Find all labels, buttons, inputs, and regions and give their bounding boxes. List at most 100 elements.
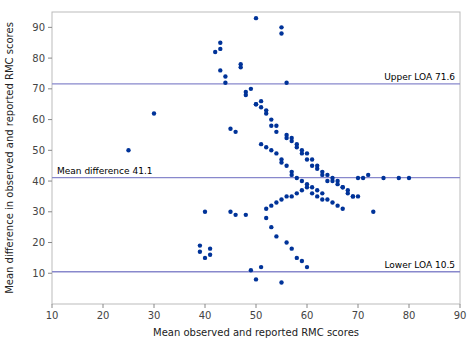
scatter-point bbox=[203, 210, 207, 214]
scatter-point bbox=[351, 194, 355, 198]
y-tick-label: 60 bbox=[32, 114, 45, 125]
scatter-point bbox=[315, 188, 319, 192]
scatter-point bbox=[259, 105, 263, 109]
reference-label: Mean difference 41.1 bbox=[57, 166, 152, 176]
scatter-point bbox=[320, 173, 324, 177]
scatter-point bbox=[356, 176, 360, 180]
scatter-point bbox=[300, 188, 304, 192]
y-tick bbox=[48, 88, 52, 89]
x-tick bbox=[103, 304, 104, 308]
scatter-point bbox=[300, 259, 304, 263]
y-tick-label: 70 bbox=[32, 83, 45, 94]
scatter-point bbox=[295, 176, 299, 180]
scatter-point bbox=[290, 194, 294, 198]
scatter-point bbox=[228, 127, 232, 131]
scatter-point bbox=[310, 185, 314, 189]
scatter-point bbox=[381, 176, 385, 180]
scatter-point bbox=[330, 200, 334, 204]
scatter-point bbox=[341, 185, 345, 189]
scatter-point bbox=[279, 160, 283, 164]
x-tick bbox=[358, 304, 359, 308]
scatter-point bbox=[244, 93, 248, 97]
scatter-point bbox=[300, 179, 304, 183]
scatter-point bbox=[295, 256, 299, 260]
scatter-point bbox=[254, 277, 258, 281]
scatter-point bbox=[407, 176, 411, 180]
scatter-point bbox=[325, 197, 329, 201]
scatter-point bbox=[269, 124, 273, 128]
scatter-point bbox=[152, 111, 156, 115]
x-tick-label: 40 bbox=[199, 310, 212, 321]
scatter-point bbox=[310, 191, 314, 195]
scatter-point bbox=[279, 31, 283, 35]
scatter-point bbox=[198, 243, 202, 247]
scatter-point bbox=[305, 151, 309, 155]
scatter-point bbox=[305, 265, 309, 269]
scatter-point bbox=[284, 80, 288, 84]
x-tick bbox=[460, 304, 461, 308]
scatter-point bbox=[366, 173, 370, 177]
scatter-point bbox=[208, 253, 212, 257]
scatter-point bbox=[284, 194, 288, 198]
y-tick bbox=[48, 119, 52, 120]
plot-area bbox=[52, 16, 460, 285]
y-tick bbox=[48, 27, 52, 28]
scatter-point bbox=[213, 50, 217, 54]
scatter-point bbox=[254, 102, 258, 106]
scatter-point bbox=[284, 163, 288, 167]
x-axis-label: Mean observed and reported RMC scores bbox=[153, 327, 359, 338]
scatter-point bbox=[320, 197, 324, 201]
scatter-point bbox=[351, 194, 355, 198]
y-tick bbox=[48, 242, 52, 243]
scatter-point bbox=[264, 216, 268, 220]
scatter-point bbox=[310, 157, 314, 161]
scatter-point bbox=[279, 25, 283, 29]
scatter-point bbox=[279, 280, 283, 284]
scatter-point bbox=[233, 213, 237, 217]
x-tick-label: 30 bbox=[148, 310, 161, 321]
scatter-point bbox=[223, 80, 227, 84]
scatter-point bbox=[203, 256, 207, 260]
x-tick bbox=[52, 304, 53, 308]
scatter-point bbox=[305, 185, 309, 189]
y-tick-label: 90 bbox=[32, 22, 45, 33]
scatter-point bbox=[356, 194, 360, 198]
scatter-point bbox=[371, 210, 375, 214]
scatter-point bbox=[315, 194, 319, 198]
y-tick bbox=[48, 181, 52, 182]
y-tick-label: 10 bbox=[32, 268, 45, 279]
scatter-point bbox=[259, 265, 263, 269]
scatter-point bbox=[305, 157, 309, 161]
y-tick bbox=[48, 211, 52, 212]
y-tick-label: 40 bbox=[32, 176, 45, 187]
scatter-point bbox=[330, 179, 334, 183]
scatter-point bbox=[290, 173, 294, 177]
y-tick-label: 20 bbox=[32, 237, 45, 248]
y-tick-label: 80 bbox=[32, 53, 45, 64]
scatter-point bbox=[290, 139, 294, 143]
scatter-point bbox=[233, 130, 237, 134]
x-tick-label: 10 bbox=[46, 310, 59, 321]
scatter-point bbox=[259, 99, 263, 103]
scatter-point bbox=[274, 151, 278, 155]
scatter-point bbox=[325, 173, 329, 177]
x-tick bbox=[205, 304, 206, 308]
scatter-point bbox=[208, 246, 212, 250]
scatter-point bbox=[264, 207, 268, 211]
scatter-point bbox=[264, 111, 268, 115]
y-tick bbox=[48, 273, 52, 274]
scatter-point bbox=[397, 176, 401, 180]
x-tick bbox=[307, 304, 308, 308]
y-axis-label: Mean difference in observed and reported… bbox=[4, 22, 15, 294]
x-tick bbox=[256, 304, 257, 308]
scatter-point bbox=[325, 179, 329, 183]
scatter-point bbox=[310, 163, 314, 167]
scatter-point bbox=[284, 240, 288, 244]
scatter-point bbox=[244, 213, 248, 217]
scatter-point bbox=[218, 68, 222, 72]
x-tick-label: 90 bbox=[454, 310, 467, 321]
x-tick-label: 80 bbox=[403, 310, 416, 321]
x-tick-label: 20 bbox=[97, 310, 110, 321]
reference-line bbox=[52, 83, 460, 84]
reference-label: Upper LOA 71.6 bbox=[384, 72, 455, 82]
